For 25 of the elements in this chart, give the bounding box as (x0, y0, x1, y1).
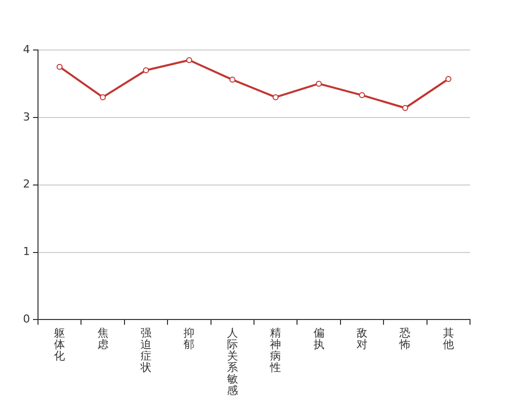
x-tick-label: 抑郁 (184, 326, 195, 351)
x-tick-label: 其他 (442, 326, 454, 351)
x-tick-label: 焦虑 (97, 326, 108, 351)
x-tick-label: 偏执 (313, 326, 324, 351)
point (445, 76, 452, 82)
x-tick-label: 精神病性 (269, 326, 282, 374)
point (359, 92, 365, 98)
y-tick-label: 1 (23, 245, 30, 258)
point (229, 76, 236, 83)
point (186, 57, 192, 64)
x-tick-label: 强迫症状 (140, 326, 152, 374)
x-tick-label: 敌对 (356, 326, 368, 351)
x-tick-label: 躯体化 (54, 326, 66, 362)
x-tick-label: 人际关系敏感 (226, 326, 238, 398)
point (143, 67, 149, 74)
y-tick-label: 2 (23, 178, 30, 191)
point (100, 94, 106, 100)
point (402, 104, 408, 111)
y-tick-label: 4 (23, 42, 30, 56)
x-tick-label: 恐怖 (398, 326, 411, 351)
point (56, 64, 63, 70)
point (316, 80, 322, 87)
point (272, 94, 279, 100)
y-tick-label: 0 (23, 312, 30, 326)
y-tick-label: 3 (23, 110, 30, 124)
